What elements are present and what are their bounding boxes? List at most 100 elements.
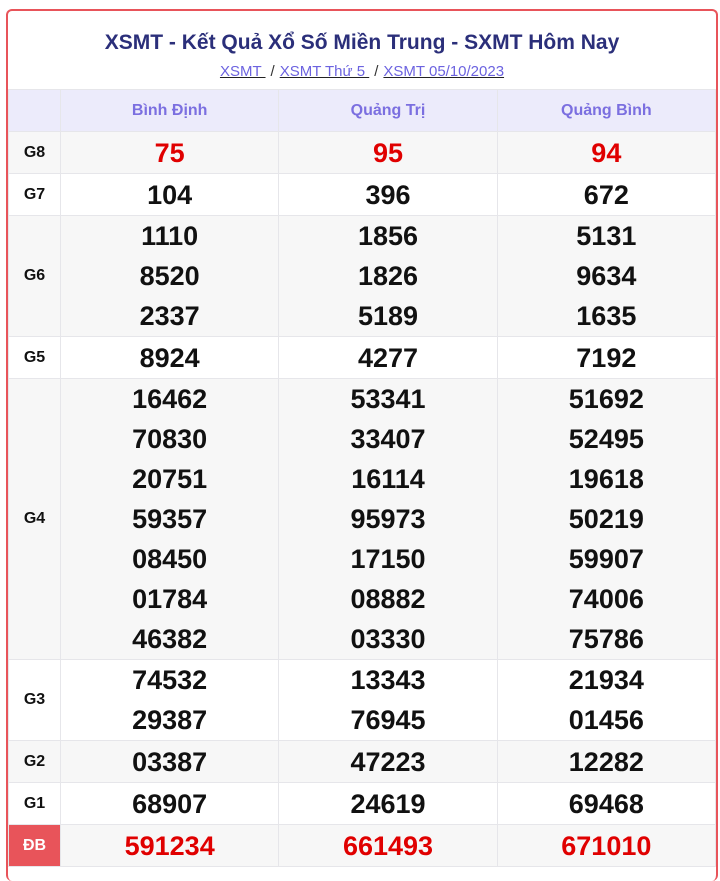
corner-header (8, 89, 61, 132)
prize-cell: 21934 01456 (496, 659, 716, 741)
prize-number: 75786 (568, 624, 644, 654)
prize-number: 12282 (568, 746, 644, 777)
prize-label: G7 (8, 173, 61, 216)
breadcrumb-link-date[interactable]: XSMT 05/10/2023 (383, 63, 505, 80)
prize-row: G7 104 396 672 (8, 173, 716, 216)
prize-row: ĐB 591234 661493 671010 (8, 824, 716, 867)
prize-number: 13343 (350, 665, 426, 695)
prize-number: 104 (147, 179, 193, 210)
prize-number: 4277 (357, 342, 419, 373)
prize-number: 74006 (568, 584, 644, 614)
prize-cell: 1856 1826 5189 (278, 215, 498, 337)
province-header: Quảng Trị (278, 89, 498, 132)
prize-cell: 68907 (59, 782, 280, 825)
prize-number: 8924 (139, 342, 200, 373)
prize-cell: 7192 (496, 336, 716, 379)
prize-cell: 104 (59, 173, 280, 216)
prize-number: 33407 (350, 424, 426, 454)
prize-cell: 24619 (278, 782, 498, 825)
prize-cell: 51692 52495 19618 50219 59907 74006 75786 (496, 378, 716, 660)
prize-row: G2 03387 47223 12282 (8, 740, 716, 783)
prize-number: 08882 (350, 584, 426, 614)
prize-number: 03387 (132, 746, 208, 777)
prize-number: 16114 (351, 464, 425, 494)
prize-number: 5131 (576, 221, 637, 251)
prize-cell: 671010 (496, 824, 716, 867)
prize-label: G8 (8, 131, 61, 174)
prize-number: 19618 (568, 464, 644, 494)
breadcrumb: XSMT / XSMT Thứ 5 /XSMT 05/10/2023 (219, 63, 505, 80)
prize-cell: 661493 (278, 824, 498, 867)
prize-number: 95 (372, 137, 404, 168)
prize-number: 70830 (132, 424, 208, 454)
prize-number: 69468 (568, 788, 644, 819)
prize-number: 16462 (132, 384, 208, 414)
results-table: Bình Định Quảng Trị Quảng Bình G8 75 95 94 G… (8, 89, 716, 867)
prize-label: G6 (8, 215, 61, 337)
prize-number: 672 (583, 179, 629, 210)
prize-number: 8520 (139, 261, 200, 291)
prize-number: 95973 (350, 504, 426, 534)
prize-cell: 69468 (496, 782, 716, 825)
prize-number: 76945 (350, 705, 426, 735)
prize-cell: 591234 (59, 824, 280, 867)
prize-number: 75 (154, 137, 185, 168)
prize-number: 5189 (357, 301, 419, 331)
page-title: XSMT - Kết Quả Xổ Số Miền Trung - SXMT H… (104, 31, 620, 54)
prize-cell: 672 (496, 173, 716, 216)
prize-row: G6 1110 8520 2337 1856 1826 5189 5131 9634 1635 (8, 215, 716, 337)
prize-label: G2 (8, 740, 61, 783)
prize-number: 03330 (350, 624, 426, 654)
prize-number: 1110 (141, 221, 199, 251)
prize-number: 29387 (132, 705, 208, 735)
prize-number: 671010 (561, 830, 652, 861)
prize-number: 94 (591, 137, 622, 168)
prize-cell: 396 (278, 173, 498, 216)
prize-cell: 13343 76945 (278, 659, 498, 741)
prize-row: G8 75 95 94 (8, 131, 716, 174)
breadcrumb-link-thu5[interactable]: XSMT Thứ 5 (279, 63, 370, 80)
prize-number: 74532 (132, 665, 208, 695)
prize-number: 7192 (576, 342, 637, 373)
prize-number: 396 (365, 179, 411, 210)
prize-number: 2337 (139, 301, 200, 331)
prize-number: 68907 (132, 788, 208, 819)
prize-number: 59907 (568, 544, 644, 574)
prize-number: 01784 (132, 584, 208, 614)
prize-number: 46382 (132, 624, 208, 654)
prize-number: 1856 (357, 221, 419, 251)
prize-cell: 5131 9634 1635 (496, 215, 716, 337)
breadcrumb-link-xsmt[interactable]: XSMT (219, 63, 266, 80)
prize-number: 51692 (568, 384, 644, 414)
province-header: Quảng Bình (496, 89, 716, 132)
prize-number: 52495 (568, 424, 644, 454)
prize-number: 47223 (350, 746, 426, 777)
prize-cell: 95 (278, 131, 498, 174)
prize-label: G5 (8, 336, 61, 379)
prize-cell: 16462 70830 20751 59357 08450 01784 46382 (59, 378, 280, 660)
prize-number: 1826 (357, 261, 419, 291)
prize-cell: 03387 (59, 740, 280, 783)
prize-cell: 75 (59, 131, 280, 174)
prize-number: 21934 (568, 665, 644, 695)
prize-number: 24619 (350, 788, 426, 819)
prize-cell: 8924 (59, 336, 280, 379)
prize-row: G1 68907 24619 69468 (8, 782, 716, 825)
prize-number: 1635 (576, 301, 637, 331)
prize-number: 591234 (124, 830, 215, 861)
prize-label: G3 (8, 659, 61, 741)
prize-label: ĐB (8, 824, 61, 867)
prize-number: 01456 (568, 705, 644, 735)
prize-cell: 4277 (278, 336, 498, 379)
prize-number: 08450 (132, 544, 208, 574)
province-header: Bình Định (59, 89, 280, 132)
prize-cell: 1110 8520 2337 (59, 215, 280, 337)
prize-number: 661493 (342, 830, 434, 861)
prize-cell: 74532 29387 (59, 659, 280, 741)
prize-number: 9634 (576, 261, 637, 291)
prize-label: G1 (8, 782, 61, 825)
prize-number: 59357 (132, 504, 208, 534)
prize-row: G5 8924 4277 7192 (8, 336, 716, 379)
prize-cell: 94 (496, 131, 716, 174)
prize-number: 50219 (568, 504, 644, 534)
